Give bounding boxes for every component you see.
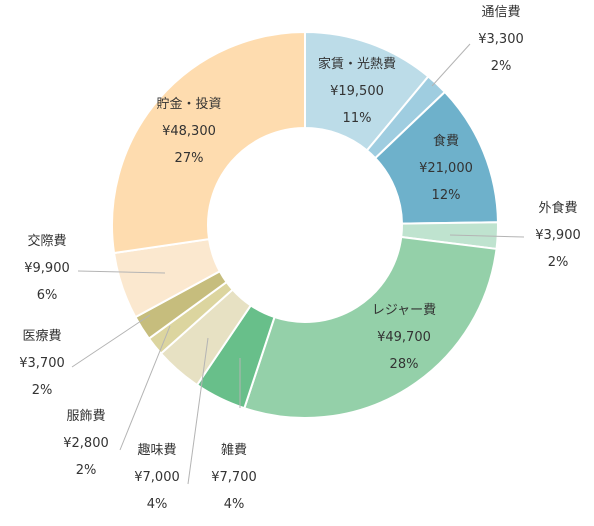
- slice-name-label-10: 貯金・投資: [156, 96, 221, 112]
- leader-line-1: [431, 43, 471, 87]
- slice-value-label-1: ¥3,300: [478, 32, 524, 47]
- slice-value-label-7: ¥2,800: [63, 436, 109, 451]
- slice-value-label-10: ¥48,300: [162, 124, 216, 139]
- slice-value-label-3: ¥3,900: [535, 228, 581, 243]
- slice-pct-label-5: 4%: [224, 497, 245, 512]
- slice-name-label-8: 医療費: [22, 329, 61, 344]
- slice-name-label-7: 服飾費: [66, 409, 105, 424]
- slice-10: [111, 30, 306, 255]
- slice-pct-label-9: 6%: [37, 288, 58, 303]
- slice-pct-label-4: 28%: [390, 357, 419, 372]
- slice-value-label-5: ¥7,700: [211, 470, 257, 485]
- slice-value-label-4: ¥49,700: [377, 330, 431, 345]
- slice-name-label-9: 交際費: [27, 233, 66, 249]
- slice-pct-label-0: 11%: [343, 111, 372, 126]
- slice-name-label-0: 家賃・光熱費: [318, 56, 396, 72]
- slice-value-label-9: ¥9,900: [24, 261, 70, 276]
- leader-line-3: [449, 234, 525, 238]
- leader-line-8: [71, 314, 151, 368]
- slice-name-label-5: 雑費: [221, 442, 247, 458]
- leader-lines-group: [71, 43, 525, 485]
- slice-pct-label-6: 4%: [147, 497, 168, 512]
- slice-name-label-6: 趣味費: [137, 443, 176, 458]
- labels-group: 家賃・光熱費 ¥19,500 11% 通信費 ¥3,300 2% 食費 ¥21,000 12% 外…: [19, 5, 581, 512]
- slice-name-label-3: 外食費: [538, 200, 577, 216]
- slice-pct-label-10: 27%: [175, 151, 204, 166]
- slice-name-label-2: 食費: [433, 133, 459, 149]
- slice-value-label-2: ¥21,000: [419, 161, 473, 176]
- slices-group: [111, 30, 499, 419]
- slice-pct-label-7: 2%: [76, 463, 97, 478]
- leader-line-7: [119, 325, 171, 451]
- slice-value-label-8: ¥3,700: [19, 356, 65, 371]
- leader-line-6: [187, 337, 209, 485]
- slice-value-label-6: ¥7,000: [134, 470, 180, 485]
- slice-4: [243, 235, 498, 419]
- slice-pct-label-1: 2%: [491, 59, 512, 74]
- slice-pct-label-2: 12%: [432, 188, 461, 203]
- slice-name-label-1: 通信費: [481, 5, 520, 20]
- slice-pct-label-8: 2%: [32, 383, 53, 398]
- slice-value-label-0: ¥19,500: [330, 84, 384, 99]
- leader-line-9: [77, 270, 166, 274]
- slice-name-label-4: レジャー費: [372, 303, 436, 318]
- slice-pct-label-3: 2%: [548, 255, 569, 270]
